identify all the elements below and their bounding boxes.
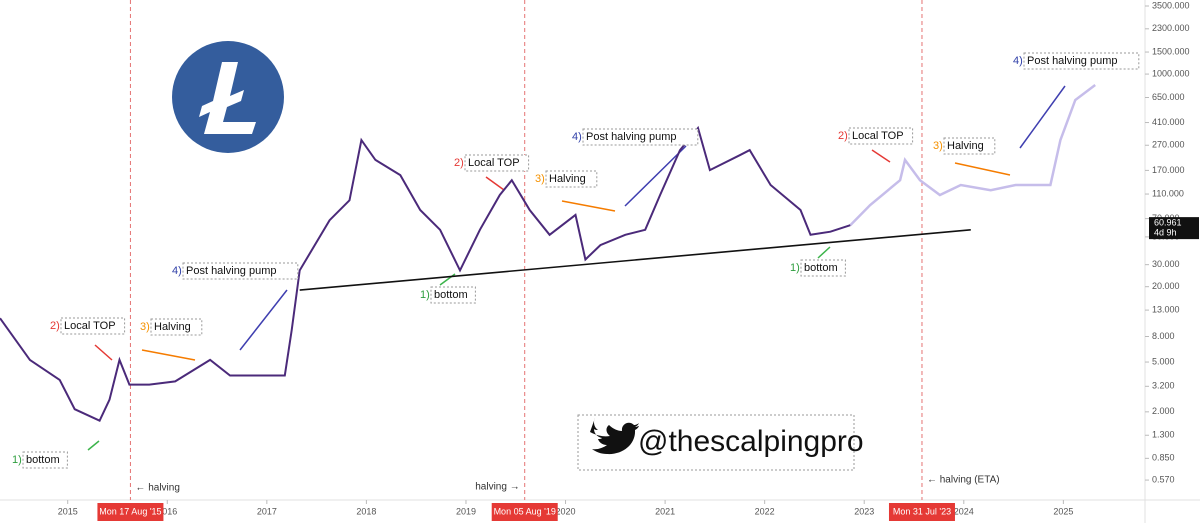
y-tick-label: 110.000 bbox=[1152, 188, 1184, 198]
annotation-box bbox=[22, 451, 68, 469]
y-tick-label: 0.570 bbox=[1152, 474, 1175, 484]
annotation-step: 2) bbox=[838, 130, 848, 142]
x-tick-label: 2018 bbox=[356, 506, 376, 516]
price-line bbox=[0, 125, 851, 423]
annotation-step: 3) bbox=[535, 173, 545, 185]
y-tick-label: 13.000 bbox=[1152, 304, 1180, 314]
annotation-text: Halving bbox=[947, 140, 984, 152]
y-tick-label: 1000.000 bbox=[1152, 68, 1190, 78]
annotation-box bbox=[582, 128, 699, 146]
countdown: 4d 9h bbox=[1154, 228, 1177, 238]
date-tag: Mon 17 Aug '15 bbox=[99, 506, 161, 516]
annotation-step: 3) bbox=[933, 140, 943, 152]
date-tag-bg bbox=[888, 503, 955, 521]
y-tick-label: 5.000 bbox=[1152, 356, 1175, 366]
y-tick-label: 20.000 bbox=[1152, 281, 1180, 291]
annotation-step: 1) bbox=[12, 454, 22, 466]
x-tick-label: 2022 bbox=[755, 506, 775, 516]
annotation-step: 4) bbox=[172, 265, 182, 277]
halving-note: halving → bbox=[475, 482, 519, 493]
annotation-text: bottom bbox=[434, 289, 468, 301]
annotation-step: 1) bbox=[420, 289, 430, 301]
annotation-text: bottom bbox=[26, 454, 60, 466]
annotation-box bbox=[60, 317, 126, 335]
annotation-text: Local TOP bbox=[468, 157, 520, 169]
x-tick-label: 2020 bbox=[556, 506, 576, 516]
y-tick-label: 3500.000 bbox=[1152, 0, 1190, 10]
annotation-step: 4) bbox=[1013, 55, 1023, 67]
y-tick-label: 30.000 bbox=[1152, 259, 1180, 269]
last-price-bg bbox=[1149, 217, 1199, 240]
date-tag: Mon 05 Aug '19 bbox=[494, 506, 556, 516]
last-price: 60.961 bbox=[1154, 218, 1182, 228]
x-tick-label: 2017 bbox=[257, 506, 277, 516]
annotation-text: bottom bbox=[804, 262, 838, 274]
annotation-box bbox=[1023, 52, 1140, 70]
x-tick-label: 2023 bbox=[854, 506, 874, 516]
annotation-step: 1) bbox=[790, 262, 800, 274]
x-tick-label: 2015 bbox=[58, 506, 78, 516]
litecoin-logo bbox=[172, 41, 284, 153]
annotation-text: Local TOP bbox=[852, 130, 904, 142]
y-tick-label: 170.000 bbox=[1152, 165, 1185, 175]
annotation-arrows bbox=[87, 85, 1066, 451]
halving-note: ← halving (ETA) bbox=[927, 475, 1000, 486]
annotation-text: Post halving pump bbox=[186, 265, 277, 277]
y-tick-label: 3.200 bbox=[1152, 381, 1175, 391]
annotation-box bbox=[943, 137, 996, 155]
y-tick-label: 1500.000 bbox=[1152, 46, 1190, 56]
y-tick-label: 650.000 bbox=[1152, 92, 1185, 102]
annotation-text: Post halving pump bbox=[1027, 55, 1118, 67]
x-tick-label: 2016 bbox=[157, 506, 177, 516]
y-tick-label: 2300.000 bbox=[1152, 23, 1190, 33]
annotation-box bbox=[182, 262, 299, 280]
annotation-box bbox=[430, 286, 476, 304]
annotation-step: 4) bbox=[572, 131, 582, 143]
annotation-step: 2) bbox=[50, 320, 60, 332]
x-tick-label: 2019 bbox=[456, 506, 476, 516]
support-trendline bbox=[299, 229, 971, 291]
y-tick-label: 270.000 bbox=[1152, 140, 1185, 150]
annotation-box bbox=[150, 318, 203, 336]
y-tick-label: 0.850 bbox=[1152, 453, 1175, 463]
halving-note: ← halving bbox=[135, 483, 179, 494]
annotation-text: Post halving pump bbox=[586, 131, 677, 143]
annotation-text: Halving bbox=[154, 321, 191, 333]
annotation-box bbox=[545, 170, 598, 188]
annotation-box bbox=[464, 154, 530, 172]
projection-line bbox=[849, 84, 1096, 227]
annotation-step: 3) bbox=[140, 321, 150, 333]
y-tick-label: 1.300 bbox=[1152, 430, 1175, 440]
x-tick-label: 2024 bbox=[954, 506, 974, 516]
x-tick-label: 2021 bbox=[655, 506, 675, 516]
annotation-box bbox=[848, 127, 914, 145]
annotation-text: Local TOP bbox=[64, 320, 116, 332]
y-tick-label: 2.000 bbox=[1152, 406, 1175, 416]
y-tick-label: 8.000 bbox=[1152, 331, 1175, 341]
date-tag-bg bbox=[97, 503, 164, 521]
date-tag: Mon 31 Jul '23 bbox=[893, 506, 951, 516]
date-tag-bg bbox=[491, 503, 558, 521]
annotation-step: 2) bbox=[454, 157, 464, 169]
annotation-text: Halving bbox=[549, 173, 586, 185]
annotation-box bbox=[800, 259, 846, 277]
y-tick-label: 410.000 bbox=[1152, 117, 1185, 127]
watermark-text: @thescalpingpro bbox=[638, 425, 864, 458]
watermark: @thescalpingpro bbox=[577, 414, 864, 471]
x-tick-label: 2025 bbox=[1053, 506, 1073, 516]
